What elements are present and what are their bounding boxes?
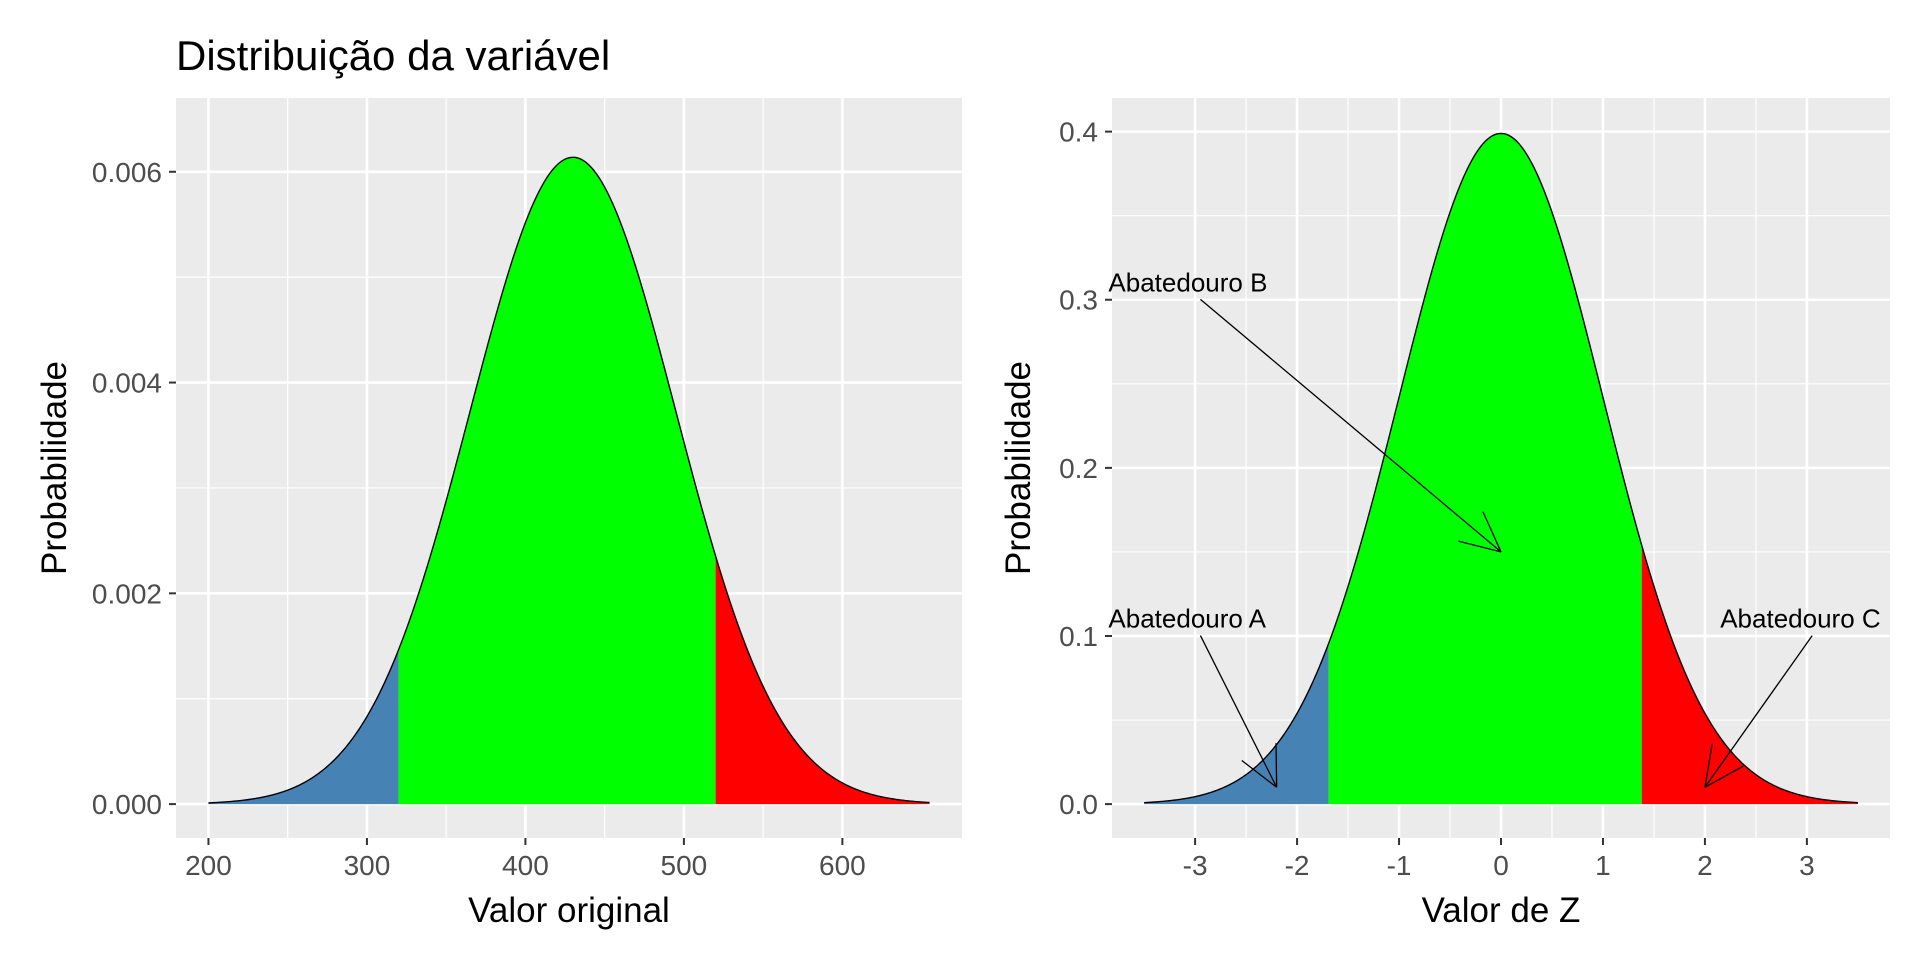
y-tick-label: 0.000 <box>92 789 162 820</box>
x-tick-label: -3 <box>1183 850 1208 881</box>
x-tick-label: 400 <box>502 850 549 881</box>
region-area-2 <box>715 556 930 805</box>
figure-title: Distribuição da variável <box>176 32 610 79</box>
density-curve <box>208 156 930 804</box>
region-area-1 <box>398 157 716 805</box>
annotation-arrow <box>1704 635 1813 788</box>
y-tick-label: 0.004 <box>92 368 162 399</box>
region-area-0 <box>1144 643 1329 805</box>
x-tick-label: 500 <box>661 850 708 881</box>
y-tick-label: 0.4 <box>1059 117 1098 148</box>
annotation-arrow <box>1199 635 1278 788</box>
y-axis-title: Probabilidade <box>35 361 74 575</box>
x-tick-label: 300 <box>344 850 391 881</box>
annotation-label: Abatedouro B <box>1108 267 1267 297</box>
x-axis-title: Valor original <box>468 891 670 930</box>
y-tick-label: 0.0 <box>1059 789 1098 820</box>
y-tick-label: 0.006 <box>92 157 162 188</box>
y-tick-label: 0.2 <box>1059 453 1098 484</box>
x-tick-label: 600 <box>819 850 866 881</box>
y-tick-label: 0.002 <box>92 578 162 609</box>
annotation-arrowhead <box>1241 759 1278 788</box>
annotation-arrowhead <box>1482 511 1502 553</box>
x-tick-label: -1 <box>1387 850 1412 881</box>
x-tick-label: 0 <box>1493 850 1509 881</box>
annotation-arrowhead <box>1704 743 1713 788</box>
y-tick-label: 0.3 <box>1059 285 1098 316</box>
region-area-2 <box>1641 545 1858 805</box>
annotation-arrowhead <box>1458 540 1502 553</box>
x-tick-label: 1 <box>1595 850 1611 881</box>
x-tick-label: -2 <box>1285 850 1310 881</box>
left-panel: 200 300 400 500 600 0.000 0.002 0.004 0.006 Valor… <box>35 98 962 930</box>
x-tick-label: 3 <box>1799 850 1815 881</box>
x-axis-title: Valor de Z <box>1422 891 1581 930</box>
annotation-arrowhead <box>1704 765 1744 788</box>
region-area-1 <box>1328 133 1642 805</box>
region-area-0 <box>208 649 399 805</box>
annotation-label: Abatedouro C <box>1720 604 1880 634</box>
x-tick-label: 2 <box>1697 850 1713 881</box>
annotation-arrowhead <box>1275 743 1278 788</box>
right-panel: Abatedouro A Abatedouro B Abatedouro C -3 -2… <box>999 98 1890 930</box>
annotation-label: Abatedouro A <box>1108 604 1266 634</box>
y-tick-label: 0.1 <box>1059 621 1098 652</box>
x-tick-label: 200 <box>185 850 232 881</box>
y-axis-title: Probabilidade <box>999 361 1038 575</box>
annotation-arrow <box>1200 298 1502 553</box>
